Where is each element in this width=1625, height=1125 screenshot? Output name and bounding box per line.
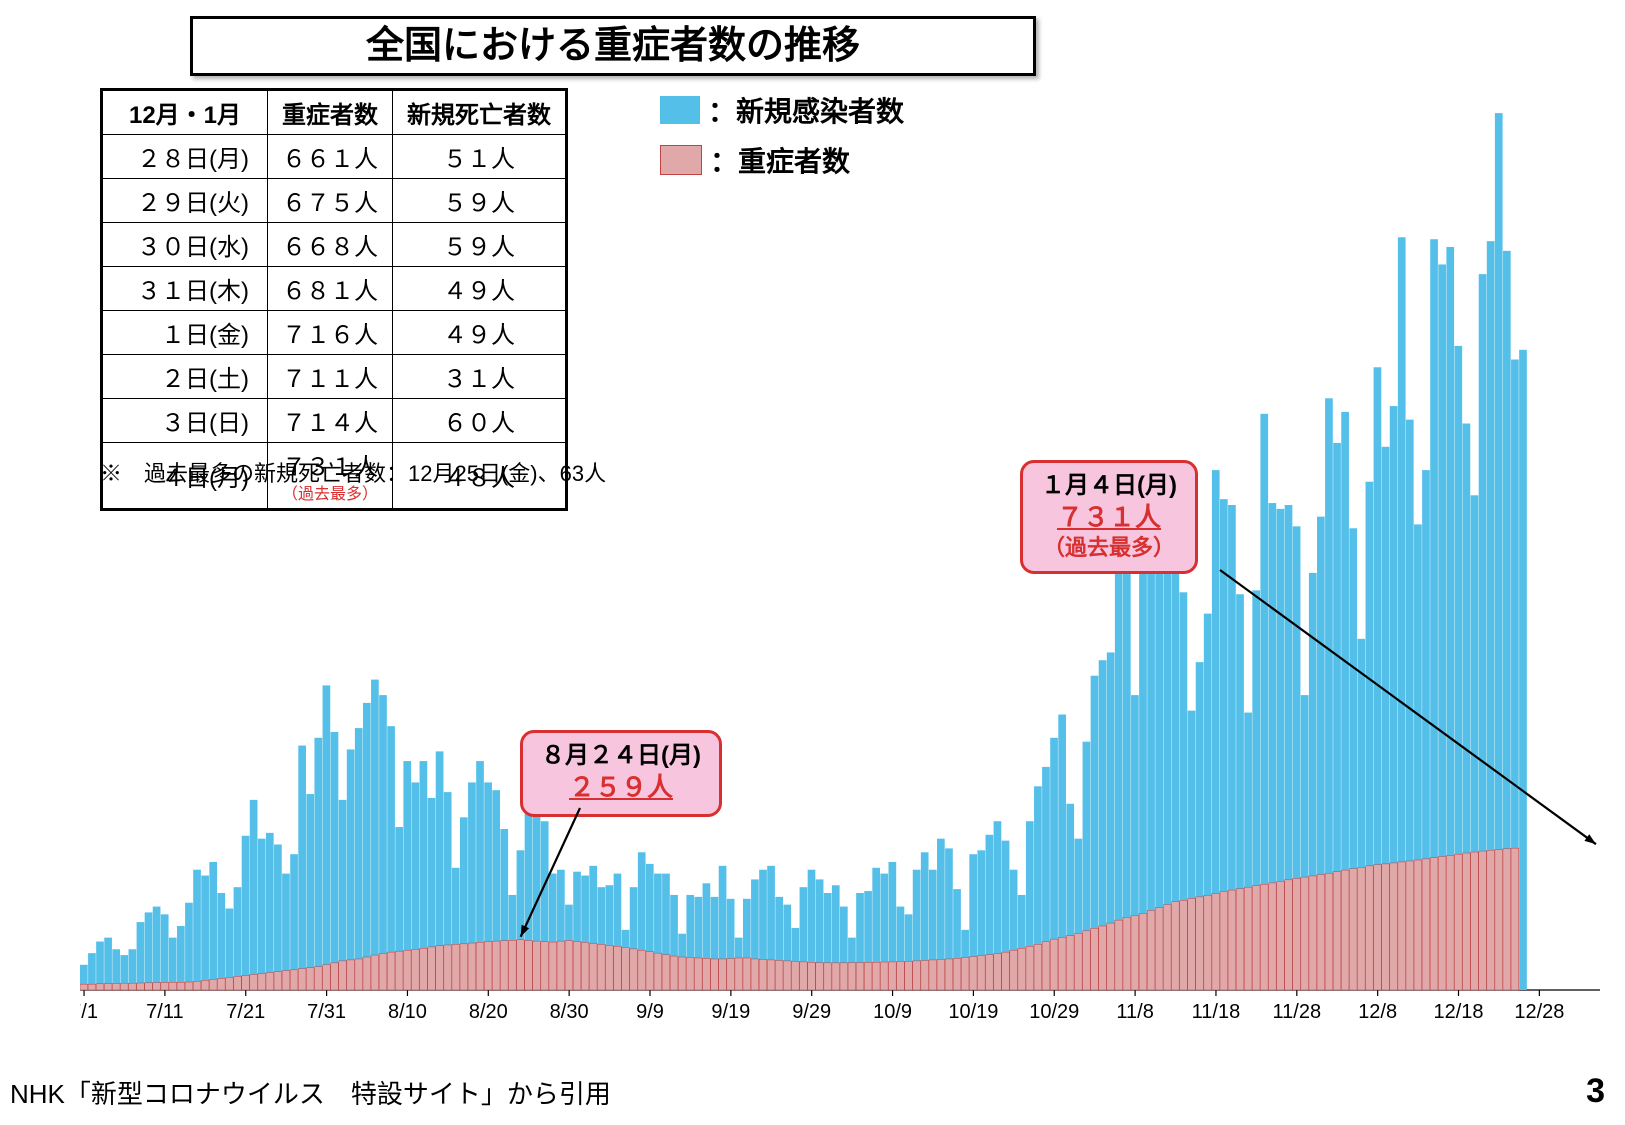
table-row: ２日(土)７１１人３１人 [102, 355, 567, 399]
svg-text:10/9: 10/9 [873, 1001, 912, 1023]
callout-jan4-value: ７３１人 [1041, 501, 1177, 534]
svg-text:12/18: 12/18 [1433, 1001, 1483, 1023]
callout-aug24-date: ８月２４日(月) [541, 741, 701, 771]
legend-swatch-red [660, 145, 702, 175]
table-header: 12月・1月 [102, 90, 268, 135]
table-row: １日(金)７１６人４９人 [102, 311, 567, 355]
svg-text:12/8: 12/8 [1358, 1001, 1397, 1023]
legend-label-blue: ：新規感染者数 [708, 90, 904, 130]
severe-deaths-table: 12月・1月重症者数新規死亡者数２８日(月)６６１人５１人２９日(火)６７５人５… [100, 88, 568, 511]
legend: ：新規感染者数 ：重症者数 [660, 90, 904, 190]
svg-text:8/30: 8/30 [550, 1001, 589, 1023]
svg-text:7/1: 7/1 [80, 1001, 98, 1023]
callout-jan4-date: １月４日(月) [1041, 471, 1177, 501]
svg-text:7/11: 7/11 [146, 1001, 183, 1023]
svg-text:9/9: 9/9 [636, 1001, 664, 1023]
table-row: ２９日(火)６７５人５９人 [102, 179, 567, 223]
legend-swatch-blue [660, 96, 700, 124]
svg-text:12/28: 12/28 [1514, 1001, 1564, 1023]
table-header: 重症者数 [267, 90, 392, 135]
svg-text:11/18: 11/18 [1192, 1001, 1241, 1023]
source-note: NHK「新型コロナウイルス 特設サイト」から引用 [10, 1074, 611, 1111]
svg-text:10/19: 10/19 [948, 1001, 998, 1023]
callout-jan4: １月４日(月) ７３１人 （過去最多） [1020, 460, 1198, 574]
table-header: 新規死亡者数 [393, 90, 567, 135]
svg-text:8/10: 8/10 [388, 1001, 427, 1023]
callout-aug24: ８月２４日(月) ２５９人 [520, 730, 722, 817]
svg-text:9/19: 9/19 [711, 1001, 750, 1023]
svg-text:7/21: 7/21 [226, 1001, 265, 1023]
svg-text:8/20: 8/20 [469, 1001, 508, 1023]
callout-jan4-note: （過去最多） [1041, 534, 1177, 562]
callout-aug24-value: ２５９人 [541, 771, 701, 804]
page-number: 3 [1586, 1072, 1605, 1111]
svg-text:7/31: 7/31 [307, 1001, 346, 1023]
table-row: ２８日(月)６６１人５１人 [102, 135, 567, 179]
footnote: ※ 過去最多の新規死亡者数：12月25日(金)、63人 [100, 456, 606, 488]
table-row: ３日(日)７１４人６０人 [102, 399, 567, 443]
svg-text:11/28: 11/28 [1273, 1001, 1322, 1023]
table-row: ３０日(水)６６８人５９人 [102, 223, 567, 267]
legend-label-red: ：重症者数 [710, 140, 850, 180]
svg-text:9/29: 9/29 [792, 1001, 831, 1023]
svg-text:10/29: 10/29 [1029, 1001, 1079, 1023]
svg-text:11/8: 11/8 [1116, 1001, 1153, 1023]
table-row: ３１日(木)６８１人４９人 [102, 267, 567, 311]
